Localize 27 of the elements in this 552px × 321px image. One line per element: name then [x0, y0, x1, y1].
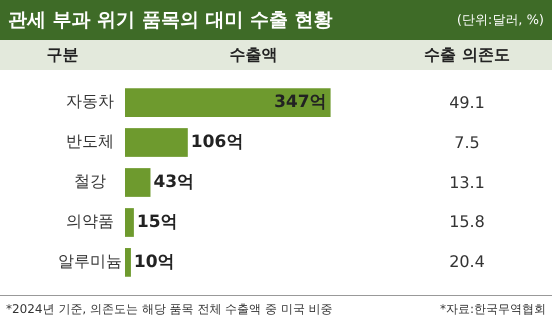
text: 수출 의존도	[382, 40, 552, 70]
bar	[125, 128, 188, 157]
data-label: 49.1	[448, 92, 486, 113]
bar	[125, 208, 134, 237]
data-label: 10억	[134, 252, 175, 272]
data-label: 106억	[190, 132, 244, 152]
y-tick-label: 의약품	[66, 212, 114, 231]
data-label: 347억	[274, 92, 327, 112]
chart-title: 관세 부과 위기 품목의 대미 수출 현황	[8, 8, 333, 33]
data-label: 7.5	[453, 132, 481, 153]
bar	[125, 248, 131, 277]
y-tick-label: 반도체	[66, 132, 114, 151]
data-label: 43억	[153, 172, 194, 192]
data-label: 15억	[136, 212, 178, 232]
bar	[125, 88, 331, 117]
data-label: 13.1	[448, 172, 486, 192]
y-tick-label: 자동차	[66, 92, 114, 111]
y-axis-title: 구분	[46, 44, 80, 66]
text: *2024년 기준, 의존도는 해당 품목 전체 수출액 중 미국 비중	[6, 301, 333, 318]
text: (단위:달러, %)	[456, 12, 544, 29]
y-tick-label: 알루미늄	[58, 252, 122, 271]
y-tick-label: 철강	[74, 172, 106, 191]
data-label: 15.8	[448, 212, 486, 232]
series-label: 수출액	[228, 44, 278, 66]
data-label: 20.4	[448, 252, 486, 272]
bar	[125, 168, 150, 197]
text: *자료:한국무역협회	[440, 301, 546, 318]
